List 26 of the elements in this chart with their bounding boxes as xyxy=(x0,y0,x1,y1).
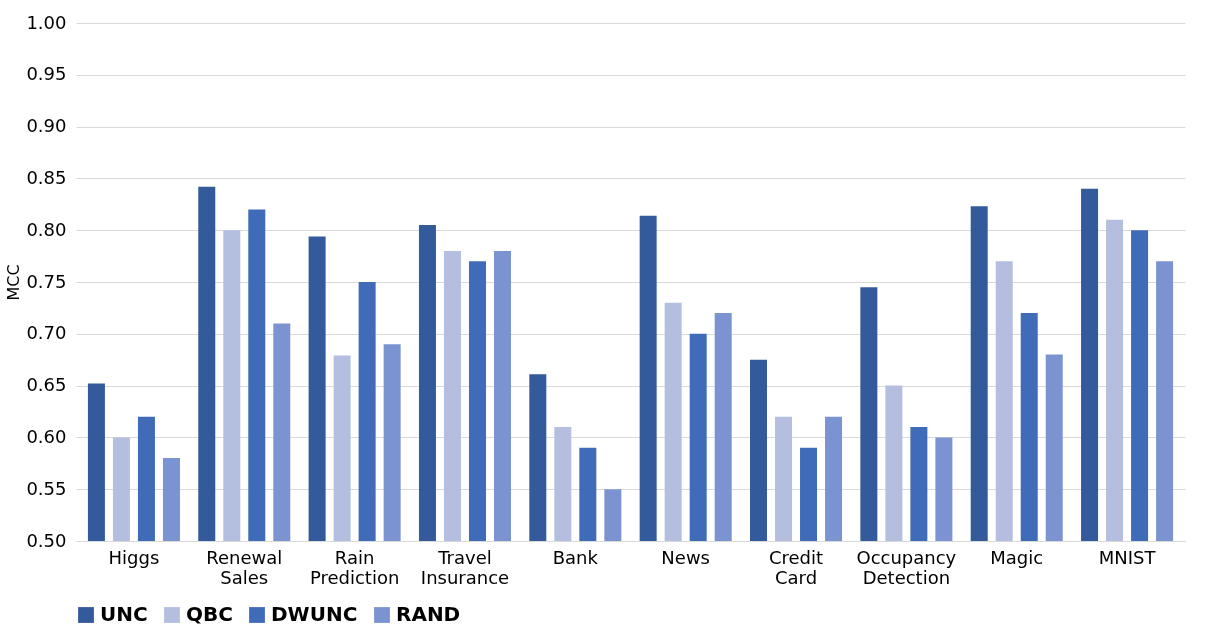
x-tick-label: Higgs xyxy=(108,546,160,568)
x-tick-label: News xyxy=(661,546,710,568)
y-tick-label: 1.00 xyxy=(26,11,67,33)
y-tick-label: 0.55 xyxy=(26,477,67,499)
x-tick-label: Credit Card xyxy=(768,546,824,588)
x-tick-label: Occupancy Detection xyxy=(856,546,957,588)
y-tick-label: 0.80 xyxy=(26,218,67,240)
y-tick-label: 0.85 xyxy=(26,166,67,188)
y-tick-label: 0.75 xyxy=(26,270,67,292)
x-tick-label: Bank xyxy=(552,546,599,568)
y-tick-label: 0.95 xyxy=(26,63,67,85)
y-tick-label: 0.90 xyxy=(26,115,67,137)
legend-label: DWUNC xyxy=(271,602,358,626)
y-tick-label: 0.65 xyxy=(26,374,67,396)
y-axis-title: MCC xyxy=(4,264,24,301)
y-tick-label: 0.60 xyxy=(26,425,67,447)
y-tick-label: 0.70 xyxy=(26,322,67,344)
legend-label: QBC xyxy=(186,602,233,626)
x-tick-label: Travel Insurance xyxy=(420,546,510,588)
x-tick-label: MNIST xyxy=(1098,546,1157,568)
legend-label: UNC xyxy=(100,602,148,626)
x-tick-label: Magic xyxy=(990,546,1044,568)
y-tick-label: 0.50 xyxy=(26,529,67,551)
legend-label: RAND xyxy=(396,602,461,626)
x-tick-label: Renewal Sales xyxy=(206,546,283,588)
x-tick-label: Rain Prediction xyxy=(309,546,400,588)
